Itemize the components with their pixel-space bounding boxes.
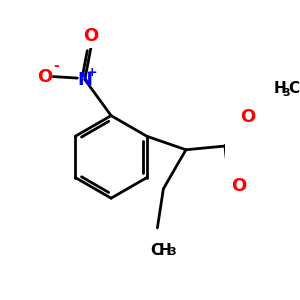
Text: -: - — [53, 59, 59, 73]
Text: N: N — [77, 70, 92, 88]
Text: +: + — [87, 66, 98, 79]
Text: 3: 3 — [283, 88, 290, 98]
Text: H: H — [158, 243, 171, 258]
Text: 3: 3 — [169, 248, 176, 257]
Text: C: C — [288, 82, 299, 97]
Text: O: O — [37, 68, 52, 85]
Text: C: C — [150, 243, 161, 258]
Text: H: H — [274, 82, 286, 97]
Text: O: O — [232, 177, 247, 195]
Text: O: O — [240, 109, 255, 127]
Text: O: O — [83, 27, 98, 45]
